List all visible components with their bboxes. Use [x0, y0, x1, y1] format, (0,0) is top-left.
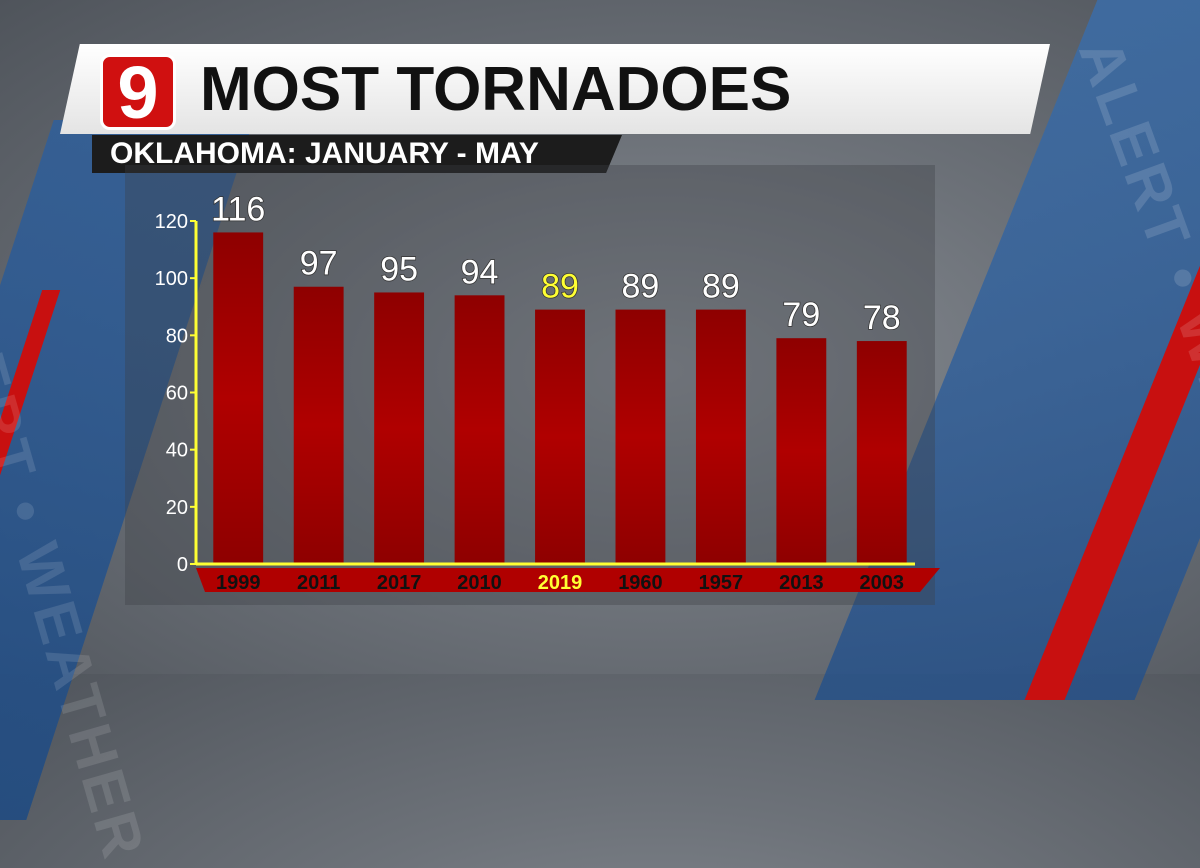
value-label-1957: 89	[702, 268, 740, 306]
y-tick-label-60: 60	[166, 383, 188, 405]
page-subtitle: OKLAHOMA: JANUARY - MAY	[110, 137, 539, 170]
bar-2010	[454, 295, 505, 564]
channel-9-logo: 9	[100, 51, 176, 134]
y-tick-label-80: 80	[166, 325, 188, 347]
category-label-2017: 2017	[377, 572, 422, 594]
title-banner	[60, 44, 1050, 134]
category-label-2010: 2010	[457, 572, 502, 594]
page-title: MOST TORNADOES	[200, 55, 792, 124]
subtitle-banner	[92, 135, 622, 173]
bar-1999	[213, 232, 264, 564]
logo-text: 9	[117, 51, 159, 134]
category-label-2019: 2019	[538, 572, 583, 594]
y-tick-label-40: 40	[166, 440, 188, 462]
y-tick-label-100: 100	[155, 268, 188, 290]
y-tick-label-20: 20	[166, 497, 188, 519]
bar-1960	[615, 309, 666, 564]
value-label-2011: 97	[300, 245, 338, 283]
category-label-1960: 1960	[618, 572, 663, 594]
value-label-2010: 94	[461, 253, 499, 291]
y-tick-label-120: 120	[155, 211, 188, 233]
bar-1957	[695, 309, 746, 564]
category-label-2003: 2003	[860, 572, 905, 594]
y-tick-label-0: 0	[177, 554, 188, 576]
bar-2017	[374, 292, 425, 564]
x-axis-strip	[196, 568, 940, 592]
bar-2013	[776, 338, 827, 564]
value-label-1999: 116	[211, 190, 265, 228]
value-label-2017: 95	[380, 250, 418, 288]
value-label-2013: 79	[782, 296, 820, 334]
value-label-2003: 78	[863, 299, 901, 337]
bar-2011	[293, 286, 344, 564]
category-label-2013: 2013	[779, 572, 824, 594]
bar-2019	[535, 309, 585, 564]
value-label-2019: 89	[541, 268, 579, 306]
category-label-1999: 1999	[216, 572, 261, 594]
value-label-1960: 89	[622, 268, 660, 306]
bar-chart: 116 1999 97 2011 95 2017 94 2010 89 2019 89 1960 89 1…	[155, 189, 940, 594]
category-label-1957: 1957	[699, 572, 744, 594]
category-label-2011: 2011	[297, 572, 340, 594]
bar-2003	[856, 341, 907, 564]
